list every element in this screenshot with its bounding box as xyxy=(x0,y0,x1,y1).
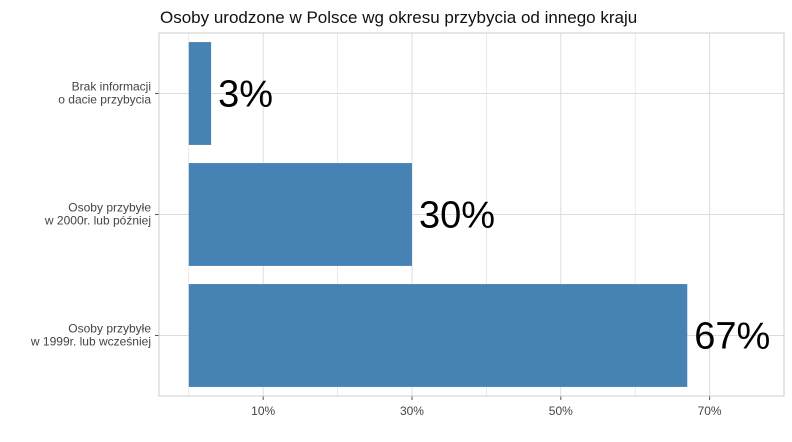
bar-value-label: 67% xyxy=(694,316,770,358)
category-label: Osoby przybyłe w 2000r. lub później xyxy=(44,201,151,228)
x-tick-label: 50% xyxy=(549,404,573,418)
bars xyxy=(188,42,688,387)
x-tick-label: 70% xyxy=(698,404,722,418)
x-tick-label: 10% xyxy=(251,404,275,418)
x-axis-ticks: 10% 30% 50% 70% xyxy=(155,93,722,418)
bar xyxy=(188,42,212,145)
panel-border xyxy=(158,32,785,397)
bar xyxy=(188,163,412,266)
category-label: Brak informacji o dacie przybycia xyxy=(58,80,151,107)
x-tick-label: 30% xyxy=(400,404,424,418)
bar-value-label: 30% xyxy=(419,195,495,237)
category-label: Osoby przybyłe w 1999r. lub wcześniej xyxy=(30,322,151,349)
category-labels: Brak informacji o dacie przybycia Osoby pr… xyxy=(30,80,151,349)
chart-title: Osoby urodzone w Polsce wg okresu przyby… xyxy=(160,8,637,27)
data-labels: 3% 30% 67% xyxy=(218,74,770,358)
bar xyxy=(188,284,688,387)
bar-value-label: 3% xyxy=(218,74,273,116)
